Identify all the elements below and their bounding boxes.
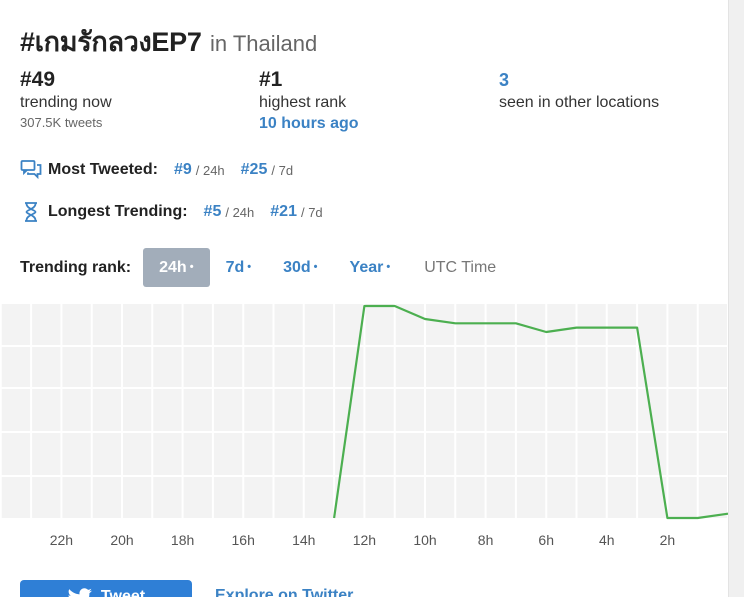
twitter-bird-icon — [68, 588, 92, 597]
longest-trending-7d-link[interactable]: #21 — [270, 203, 297, 220]
locations-label: seen in other locations — [499, 94, 660, 111]
most-tweeted-24h-period: / 24h — [195, 162, 225, 178]
tab-24h-label: 24h — [159, 259, 187, 276]
trending-rank-row: Trending rank: 24h • 7d • 30d • Year • UTC T… — [20, 248, 496, 287]
x-tick-label: 6h — [538, 532, 554, 548]
stat-highest: #1 highest rank 10 hours ago — [259, 68, 359, 134]
chart-x-ticks: 22h 20h 18h 16h 14h 12h 10h 8h 6h 4h 2h — [50, 532, 675, 548]
chart-series — [333, 304, 728, 520]
rank-line — [333, 304, 728, 520]
longest-trending-row: Longest Trending: #5 / 24h #21 / 7d — [20, 201, 339, 223]
highest-rank-value: #1 — [259, 68, 283, 91]
tab-7d-dot: • — [247, 261, 252, 274]
x-tick-label: 18h — [171, 532, 194, 548]
tweet-count: 307.5K tweets — [20, 115, 103, 130]
tab-year-dot: • — [386, 261, 391, 274]
stat-locations: 3 seen in other locations — [499, 68, 659, 114]
x-tick-label: 22h — [50, 532, 73, 548]
tab-year-label: Year — [349, 259, 384, 276]
chat-bubbles-icon — [20, 159, 42, 181]
trending-rank-value: #49 — [20, 68, 56, 91]
location-label: in Thailand — [210, 31, 318, 56]
longest-trending-24h-period: / 24h — [225, 204, 255, 220]
tab-30d-dot: • — [313, 261, 318, 274]
tab-year[interactable]: Year • — [334, 248, 407, 287]
trend-card: #เกมรักลวงEP7 in Thailand #49 trending n… — [0, 0, 729, 597]
x-tick-label: 4h — [599, 532, 615, 548]
x-tick-label: 12h — [353, 532, 376, 548]
chart-grid — [0, 304, 728, 518]
trending-rank-label: Trending rank: — [20, 258, 132, 276]
x-tick-label: 14h — [292, 532, 315, 548]
tweet-button[interactable]: Tweet — [20, 580, 192, 597]
tweet-button-label: Tweet — [100, 588, 146, 597]
locations-count-link[interactable]: 3 — [499, 70, 510, 90]
tab-30d[interactable]: 30d • — [267, 248, 333, 287]
hourglass-icon — [20, 201, 42, 223]
tab-7d-label: 7d — [225, 259, 245, 276]
hashtag-title: #เกมรักลวงEP7 — [20, 27, 202, 57]
most-tweeted-row: Most Tweeted: #9 / 24h #25 / 7d — [20, 159, 309, 181]
highest-rank-time-link[interactable]: 10 hours ago — [259, 115, 359, 132]
most-tweeted-label: Most Tweeted: — [48, 161, 158, 178]
tab-24h[interactable]: 24h • — [143, 248, 210, 287]
x-tick-label: 20h — [110, 532, 133, 548]
trending-rank-label: trending now — [20, 94, 112, 111]
x-tick-label: 2h — [660, 532, 676, 548]
stat-trending: #49 trending now 307.5K tweets — [20, 68, 112, 132]
x-tick-label: 10h — [413, 532, 436, 548]
most-tweeted-7d-period: / 7d — [271, 162, 294, 178]
tab-30d-label: 30d — [283, 259, 311, 276]
longest-trending-24h-link[interactable]: #5 — [203, 203, 222, 220]
tab-24h-dot: • — [189, 261, 194, 274]
timezone-toggle[interactable]: UTC Time — [424, 258, 497, 276]
x-tick-label: 16h — [232, 532, 255, 548]
longest-trending-7d-period: / 7d — [300, 204, 323, 220]
x-tick-label: 8h — [478, 532, 494, 548]
explore-on-twitter-link[interactable]: Explore on Twitter — [215, 587, 354, 597]
longest-trending-label: Longest Trending: — [48, 203, 188, 220]
most-tweeted-24h-link[interactable]: #9 — [173, 161, 192, 178]
tab-7d[interactable]: 7d • — [210, 248, 268, 287]
most-tweeted-7d-link[interactable]: #25 — [240, 161, 268, 178]
trending-rank-chart: 22h 20h 18h 16h 14h 12h 10h 8h 6h 4h 2h — [0, 304, 728, 548]
title-row: #เกมรักลวงEP7 in Thailand — [20, 20, 317, 63]
highest-rank-label: highest rank — [259, 94, 347, 111]
